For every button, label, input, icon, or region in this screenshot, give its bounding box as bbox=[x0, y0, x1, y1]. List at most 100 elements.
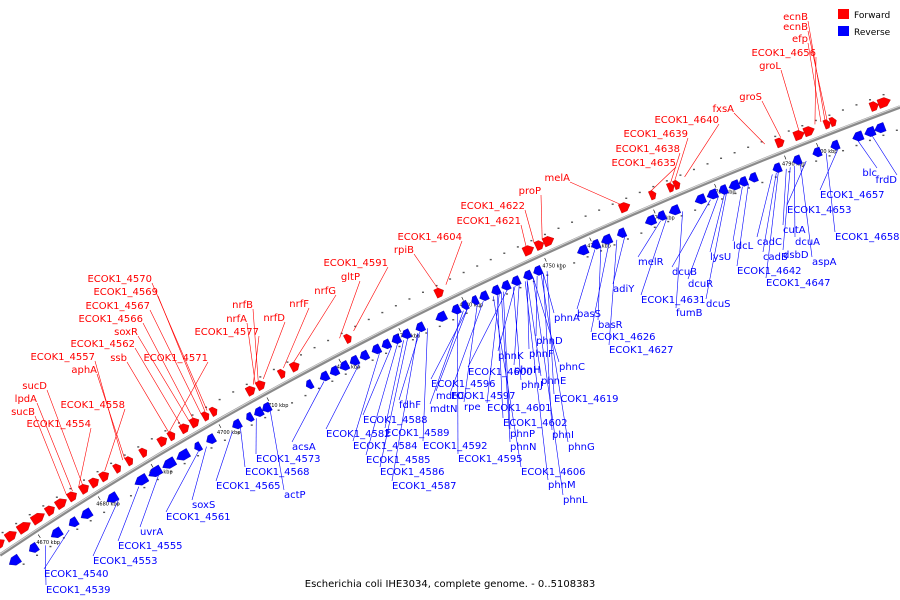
gene-label[interactable]: ECOK1_4640 bbox=[654, 115, 719, 126]
gene-label[interactable]: rpe bbox=[464, 402, 481, 413]
gene-label[interactable]: ECOK1_4622 bbox=[460, 201, 525, 212]
gene-label[interactable]: ECOK1_4595 bbox=[458, 454, 523, 465]
gene-label[interactable]: frdD bbox=[875, 175, 897, 186]
gene-arrow[interactable] bbox=[65, 491, 77, 503]
gene-label[interactable]: sucB bbox=[11, 407, 35, 418]
gene-label[interactable]: soxR bbox=[114, 327, 138, 338]
gene-label[interactable]: ECOK1_4592 bbox=[423, 441, 488, 452]
gene-arrow[interactable] bbox=[276, 368, 286, 380]
gene-arrow[interactable] bbox=[533, 265, 544, 276]
gene-label[interactable]: ECOK1_4642 bbox=[737, 266, 802, 277]
gene-arrow[interactable] bbox=[138, 447, 148, 458]
gene-label[interactable]: efp bbox=[792, 34, 808, 45]
gene-label[interactable]: ECOK1_4562 bbox=[70, 339, 135, 350]
gene-label[interactable]: adiY bbox=[613, 284, 635, 295]
gene-label[interactable]: ECOK1_4658 bbox=[835, 232, 900, 243]
gene-arrow[interactable] bbox=[254, 380, 266, 392]
gene-arrow[interactable] bbox=[533, 240, 545, 251]
gene-label[interactable]: uvrA bbox=[140, 527, 163, 538]
gene-label[interactable]: dsbD bbox=[783, 250, 809, 261]
gene-arrow[interactable] bbox=[644, 214, 658, 226]
gene-arrow[interactable] bbox=[106, 491, 120, 503]
gene-label[interactable]: ECOK1_4557 bbox=[30, 352, 95, 363]
gene-label[interactable]: phnC bbox=[559, 362, 585, 373]
gene-arrow[interactable] bbox=[15, 522, 31, 535]
gene-label[interactable]: nrfF bbox=[289, 299, 309, 310]
gene-label[interactable]: ECOK1_4568 bbox=[245, 467, 310, 478]
gene-label[interactable]: ECOK1_4621 bbox=[456, 216, 521, 227]
gene-arrow[interactable] bbox=[3, 530, 17, 543]
gene-arrow[interactable] bbox=[511, 275, 522, 286]
gene-arrow[interactable] bbox=[868, 101, 879, 112]
gene-arrow[interactable] bbox=[435, 310, 448, 322]
gene-arrow[interactable] bbox=[371, 343, 383, 355]
gene-arrow[interactable] bbox=[656, 210, 668, 221]
gene-label[interactable]: cadB bbox=[763, 252, 788, 263]
gene-label[interactable]: dcuA bbox=[795, 237, 820, 248]
gene-label[interactable]: fdhF bbox=[399, 400, 421, 411]
gene-label[interactable]: ECOK1_4597 bbox=[451, 391, 516, 402]
gene-arrow[interactable] bbox=[200, 411, 210, 422]
gene-arrow[interactable] bbox=[28, 541, 40, 553]
gene-label[interactable]: ECOK1_4585 bbox=[366, 455, 431, 466]
gene-arrow[interactable] bbox=[43, 505, 55, 517]
gene-label[interactable]: ECOK1_4554 bbox=[26, 419, 91, 430]
gene-arrow[interactable] bbox=[178, 423, 190, 435]
gene-arrow[interactable] bbox=[359, 349, 371, 361]
gene-label[interactable]: ECOK1_4601 bbox=[487, 403, 552, 414]
gene-label[interactable]: ECOK1_4591 bbox=[323, 258, 388, 269]
gene-label[interactable]: ECOK1_4571 bbox=[143, 353, 208, 364]
gene-arrow[interactable] bbox=[194, 441, 204, 452]
gene-label[interactable]: ECOK1_4602 bbox=[503, 418, 568, 429]
gene-label[interactable]: ECOK1_4582 bbox=[326, 429, 391, 440]
gene-label[interactable]: ECOK1_4584 bbox=[353, 441, 418, 452]
gene-arrow[interactable] bbox=[812, 146, 823, 158]
gene-label[interactable]: phnP bbox=[510, 429, 535, 440]
gene-label[interactable]: ECOK1_4570 bbox=[87, 274, 152, 285]
gene-label[interactable]: groL bbox=[759, 61, 781, 72]
gene-arrow[interactable] bbox=[29, 512, 45, 526]
gene-label[interactable]: groS bbox=[739, 92, 762, 103]
gene-arrow[interactable] bbox=[601, 233, 614, 245]
gene-arrow[interactable] bbox=[53, 498, 67, 511]
gene-arrow[interactable] bbox=[792, 130, 805, 142]
gene-arrow[interactable] bbox=[822, 119, 831, 130]
gene-label[interactable]: lpdA bbox=[15, 394, 37, 405]
gene-label[interactable]: phnI bbox=[552, 430, 574, 441]
gene-label[interactable]: ECOK1_4604 bbox=[397, 232, 462, 243]
gene-arrow[interactable] bbox=[748, 171, 759, 183]
gene-label[interactable]: blc bbox=[862, 168, 877, 179]
gene-label[interactable]: aphA bbox=[71, 365, 97, 376]
gene-label[interactable]: ECOK1_4639 bbox=[623, 129, 688, 140]
gene-arrow[interactable] bbox=[339, 360, 351, 371]
gene-label[interactable]: sucD bbox=[22, 381, 47, 392]
gene-arrow[interactable] bbox=[98, 471, 110, 483]
gene-arrow[interactable] bbox=[479, 290, 490, 302]
gene-arrow[interactable] bbox=[666, 182, 675, 193]
gene-label[interactable]: ECOK1_4626 bbox=[591, 332, 656, 343]
gene-arrow[interactable] bbox=[329, 365, 341, 377]
gene-arrow[interactable] bbox=[288, 361, 300, 373]
gene-label[interactable]: ECOK1_4631 bbox=[641, 295, 706, 306]
gene-arrow[interactable] bbox=[591, 238, 602, 250]
gene-label[interactable]: ECOK1_4555 bbox=[118, 541, 183, 552]
gene-label[interactable]: ldcL bbox=[733, 241, 754, 252]
gene-arrow[interactable] bbox=[876, 97, 891, 109]
gene-label[interactable]: ssb bbox=[110, 353, 127, 364]
gene-label[interactable]: phnF bbox=[529, 349, 554, 360]
gene-label[interactable]: dcuS bbox=[706, 299, 731, 310]
gene-arrow[interactable] bbox=[718, 184, 729, 195]
gene-arrow[interactable] bbox=[852, 130, 865, 142]
gene-arrow[interactable] bbox=[501, 279, 512, 291]
gene-label[interactable]: actP bbox=[284, 490, 306, 501]
gene-label[interactable]: ECOK1_4569 bbox=[93, 287, 158, 298]
gene-label[interactable]: ECOK1_4558 bbox=[60, 400, 125, 411]
gene-label[interactable]: ECOK1_4653 bbox=[787, 205, 852, 216]
gene-arrow[interactable] bbox=[616, 227, 628, 239]
gene-arrow[interactable] bbox=[864, 125, 877, 137]
gene-label[interactable]: nrfG bbox=[314, 286, 336, 297]
gene-label[interactable]: dcuB bbox=[672, 267, 697, 278]
gene-label[interactable]: phnH bbox=[514, 365, 541, 376]
gene-label[interactable]: ECOK1_4539 bbox=[46, 585, 111, 596]
gene-label[interactable]: ECOK1_4577 bbox=[194, 327, 259, 338]
